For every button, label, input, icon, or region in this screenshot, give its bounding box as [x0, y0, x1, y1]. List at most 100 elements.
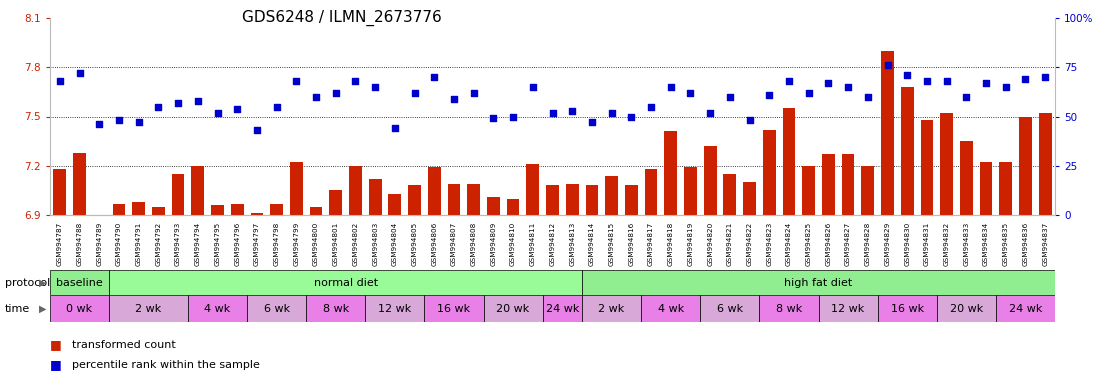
Point — [228, 106, 246, 112]
Text: 6 wk: 6 wk — [717, 303, 743, 313]
Bar — [704, 146, 717, 215]
Text: 2 wk: 2 wk — [135, 303, 161, 313]
Bar — [109, 270, 582, 295]
Bar — [822, 154, 834, 215]
Point — [307, 94, 325, 100]
Point — [189, 98, 206, 104]
Bar — [996, 295, 1055, 322]
Bar — [428, 167, 440, 215]
Bar — [862, 166, 874, 215]
Point — [524, 84, 541, 90]
Text: GDS6248 / ILMN_2673776: GDS6248 / ILMN_2673776 — [242, 10, 441, 26]
Bar — [211, 205, 224, 215]
Bar — [763, 130, 775, 215]
Point — [1017, 76, 1034, 82]
Text: 12 wk: 12 wk — [831, 303, 865, 313]
Bar — [526, 164, 539, 215]
Bar — [803, 166, 815, 215]
Bar — [724, 174, 737, 215]
Point — [149, 104, 167, 110]
Bar — [664, 131, 677, 215]
Point — [702, 109, 719, 116]
Bar — [191, 166, 204, 215]
Bar — [760, 295, 818, 322]
Point — [110, 118, 127, 124]
Bar — [979, 162, 993, 215]
Bar — [625, 185, 638, 215]
Point — [445, 96, 462, 102]
Point — [878, 62, 896, 68]
Bar — [546, 185, 559, 215]
Bar — [900, 87, 914, 215]
Bar — [842, 154, 854, 215]
Text: 4 wk: 4 wk — [658, 303, 684, 313]
Text: 8 wk: 8 wk — [323, 303, 349, 313]
Point — [839, 84, 856, 90]
Text: 24 wk: 24 wk — [1009, 303, 1042, 313]
Point — [721, 94, 739, 100]
Bar — [74, 152, 86, 215]
Text: normal diet: normal diet — [314, 278, 378, 288]
Point — [426, 74, 444, 80]
Text: 0 wk: 0 wk — [67, 303, 92, 313]
Text: 24 wk: 24 wk — [546, 303, 579, 313]
Point — [169, 99, 187, 106]
Bar — [51, 270, 109, 295]
Bar — [54, 169, 66, 215]
Bar — [818, 295, 877, 322]
Bar — [306, 295, 366, 322]
Point — [741, 118, 759, 124]
Point — [464, 90, 482, 96]
Point — [386, 125, 404, 131]
Point — [52, 78, 69, 84]
Point — [484, 116, 502, 122]
Bar — [542, 295, 582, 322]
Bar — [940, 113, 953, 215]
Point — [997, 84, 1015, 90]
Bar — [389, 194, 401, 215]
Bar — [999, 162, 1012, 215]
Point — [248, 127, 266, 133]
Bar — [132, 202, 145, 215]
Bar — [290, 162, 303, 215]
Point — [563, 108, 581, 114]
Point — [130, 119, 147, 126]
Point — [761, 92, 778, 98]
Bar — [425, 295, 483, 322]
Point — [209, 109, 226, 116]
Bar — [349, 166, 362, 215]
Text: ▶: ▶ — [40, 278, 47, 288]
Bar — [171, 174, 184, 215]
Point — [1037, 74, 1054, 80]
Point — [70, 70, 88, 76]
Point — [918, 78, 935, 84]
Bar — [247, 295, 306, 322]
Bar — [231, 204, 244, 215]
Bar — [270, 204, 283, 215]
Point — [288, 78, 305, 84]
Point — [603, 109, 620, 116]
Bar — [920, 120, 933, 215]
Text: ▶: ▶ — [40, 303, 47, 313]
Bar — [113, 204, 125, 215]
Point — [327, 90, 345, 96]
Point — [268, 104, 285, 110]
Bar — [250, 214, 264, 215]
Point — [859, 94, 876, 100]
Text: 20 wk: 20 wk — [496, 303, 529, 313]
Point — [347, 78, 365, 84]
Text: ■: ■ — [51, 339, 61, 351]
Point — [367, 84, 384, 90]
Point — [90, 121, 108, 127]
Bar — [51, 295, 109, 322]
Bar — [448, 184, 460, 215]
Bar — [701, 295, 760, 322]
Bar — [645, 169, 658, 215]
Bar — [960, 141, 973, 215]
Bar — [1039, 113, 1052, 215]
Point — [957, 94, 975, 100]
Bar — [605, 175, 618, 215]
Text: 4 wk: 4 wk — [204, 303, 231, 313]
Point — [623, 113, 640, 119]
Text: 6 wk: 6 wk — [264, 303, 290, 313]
